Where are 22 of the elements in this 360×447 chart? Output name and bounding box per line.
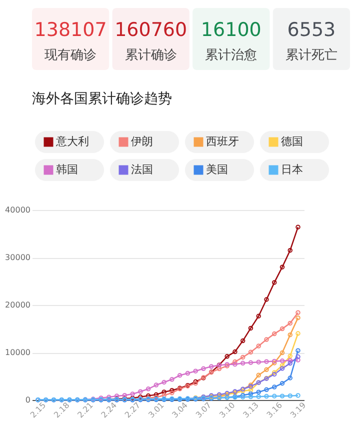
category-label: 现有确诊: [44, 48, 97, 63]
y-tick-label: 10000: [5, 348, 30, 357]
y-tick-label: 0: [25, 396, 30, 404]
y-tick-label: 20000: [5, 300, 30, 310]
legend-label: 美国: [206, 163, 228, 176]
data-label: 16100: [200, 19, 262, 41]
legend-label: 意大利: [55, 135, 89, 148]
data-label: 160760: [114, 19, 188, 41]
y-tick-label: 40000: [5, 206, 30, 214]
category-label: 累计确诊: [124, 48, 177, 63]
legend-label: 日本: [281, 163, 303, 176]
chart-title: 海外各国累计确诊趋势: [32, 91, 172, 107]
y-tick-label: 30000: [5, 253, 30, 262]
data-label: 6553: [287, 19, 336, 41]
legend-label: 德国: [281, 135, 303, 148]
legend-label: 法国: [131, 163, 153, 176]
legend-label: 韩国: [56, 163, 78, 176]
category-label: 累计治愈: [205, 48, 258, 63]
legend-label: 伊朗: [131, 135, 153, 148]
data-label: 138107: [34, 19, 107, 41]
category-label: 累计死亡: [285, 47, 338, 63]
legend-label: 西班牙: [206, 135, 239, 148]
